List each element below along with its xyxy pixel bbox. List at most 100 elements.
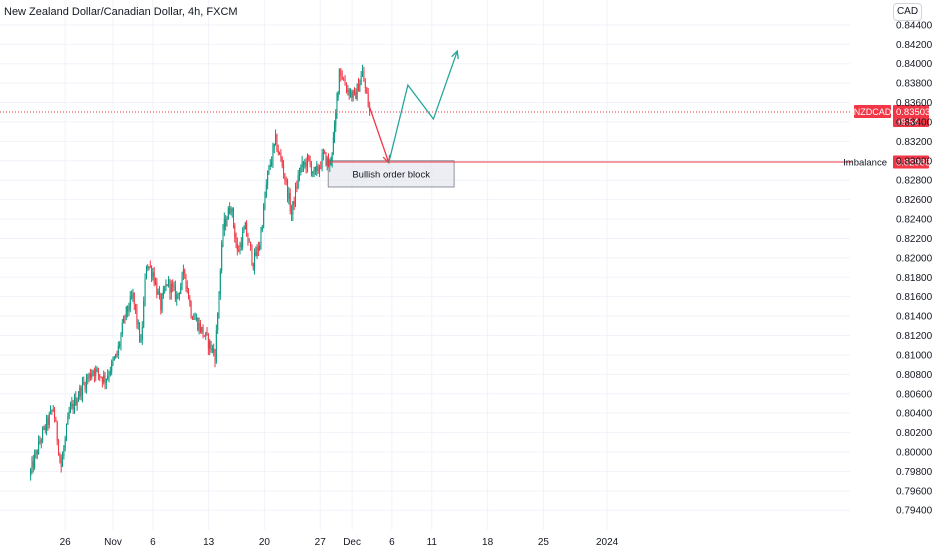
candle-body — [350, 91, 352, 96]
candle-body — [66, 424, 68, 438]
imbalance-tag-value: 0.82988 — [896, 157, 930, 168]
candle-body — [157, 291, 159, 295]
candle-body — [255, 252, 257, 257]
time-tick-label: 25 — [538, 537, 550, 548]
projection-arrow-head — [451, 49, 459, 60]
candle-body — [281, 159, 283, 167]
candle-body — [225, 219, 227, 226]
candle-body — [336, 97, 338, 113]
candle-body — [160, 294, 162, 310]
price-tick-label: 0.80600 — [896, 389, 932, 400]
candle-body — [215, 330, 217, 362]
candle-body — [252, 263, 254, 269]
candle-body — [296, 187, 298, 189]
candle-body — [265, 184, 267, 198]
candle-body — [47, 418, 49, 425]
candle-body — [317, 166, 319, 172]
candle-body — [263, 204, 265, 228]
candle-body — [131, 296, 133, 298]
price-tick-label: 0.81000 — [896, 350, 932, 361]
drawing-layer — [369, 49, 459, 165]
candle-body — [331, 152, 333, 161]
price-tick-label: 0.83800 — [896, 79, 932, 90]
candle-body — [133, 292, 135, 304]
candle-body — [312, 172, 314, 174]
candle-body — [129, 296, 131, 310]
candle-body — [321, 153, 323, 168]
candle-body — [217, 313, 219, 331]
candle-body — [162, 290, 164, 296]
candle-body — [172, 284, 174, 287]
candle-body — [271, 162, 273, 166]
candle-body — [347, 89, 349, 92]
candle-body — [314, 167, 316, 171]
pullback-arrow-line[interactable] — [369, 107, 390, 163]
candle-body — [318, 167, 320, 172]
price-tick-label: 0.84400 — [896, 20, 932, 31]
candle-body — [173, 285, 175, 287]
currency-button[interactable]: CAD — [893, 3, 922, 21]
candle-body — [267, 171, 269, 185]
candle-body — [31, 460, 33, 470]
candle-body — [250, 241, 252, 247]
candle-body — [111, 361, 113, 372]
candle-body — [243, 229, 245, 233]
price-tag-countdown: 39:54 — [896, 117, 919, 127]
price-tag-value: 0.83503 — [896, 107, 930, 118]
order-block-zone[interactable] — [327, 160, 455, 188]
candle-body — [135, 303, 137, 310]
candle-body — [229, 207, 231, 214]
candle-body — [39, 441, 41, 443]
candle-body — [357, 83, 359, 92]
candle-body — [181, 274, 183, 286]
candle-body — [194, 318, 196, 320]
symbol-tag[interactable] — [854, 104, 891, 118]
candle-body — [42, 429, 44, 441]
price-tick-label: 0.81600 — [896, 292, 932, 303]
candle-body — [326, 157, 328, 166]
price-tick-label: 0.81400 — [896, 312, 932, 323]
price-tick-label: 0.80800 — [896, 370, 932, 381]
imbalance-tag[interactable] — [893, 155, 929, 169]
candle-body — [364, 81, 366, 88]
candle-body — [89, 373, 91, 378]
candle-body — [88, 373, 90, 379]
candle-body — [257, 247, 259, 250]
candle-body — [76, 400, 78, 406]
price-tag[interactable] — [893, 104, 929, 127]
candle-body — [272, 147, 274, 163]
candle-body — [109, 371, 111, 375]
candle-body — [306, 155, 308, 168]
candle-body — [198, 323, 200, 330]
candle-body — [269, 165, 271, 167]
candle-body — [254, 252, 256, 269]
candle-body — [195, 318, 197, 320]
price-tick-label: 0.83600 — [896, 98, 932, 109]
candle-body — [180, 285, 182, 294]
price-axis[interactable]: 0.79400 0.79600 0.79800 0.80000 0.80200 0.804… — [896, 20, 932, 516]
candle-body — [298, 172, 300, 175]
candle-body — [145, 266, 147, 279]
candle-body — [344, 79, 346, 86]
time-axis[interactable]: 26 Nov 6 13 20 27 Dec 6 11 18 25 2024 — [60, 537, 619, 548]
price-tick-label: 0.84200 — [896, 40, 932, 51]
candle-body — [293, 201, 295, 205]
candle-body — [164, 289, 166, 291]
projection-arrow-line[interactable] — [388, 50, 458, 163]
chart-title: New Zealand Dollar/Canadian Dollar, 4h, … — [4, 6, 238, 18]
candle-body — [67, 416, 69, 425]
candle-body — [108, 374, 110, 376]
candle-body — [283, 166, 285, 174]
candle-body — [226, 219, 228, 226]
candle-body — [177, 293, 179, 295]
candle-body — [69, 406, 71, 412]
candle-body — [46, 418, 48, 431]
candle-body — [190, 302, 192, 317]
candle-body — [62, 456, 64, 467]
candle-body — [68, 411, 70, 417]
candle-body — [132, 292, 134, 298]
candle-body — [34, 454, 36, 468]
time-tick-label: 11 — [427, 537, 438, 548]
